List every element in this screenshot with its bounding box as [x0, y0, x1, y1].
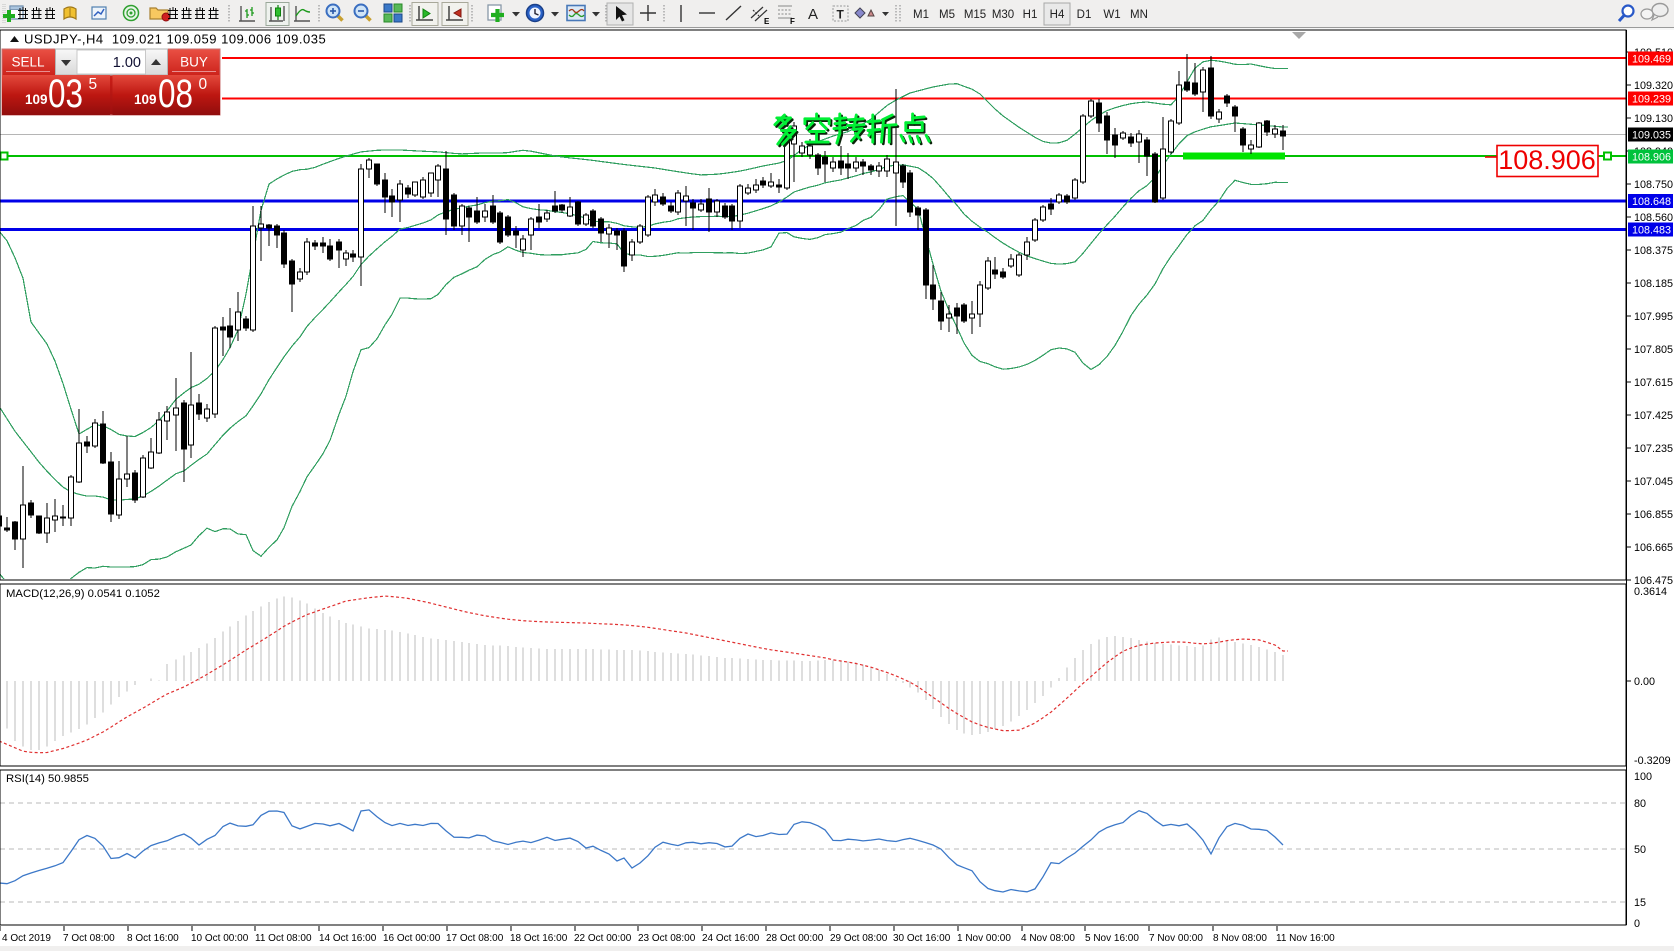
svg-text:22 Oct 00:00: 22 Oct 00:00: [574, 933, 632, 944]
svg-text:11 Nov 16:00: 11 Nov 16:00: [1276, 933, 1335, 944]
svg-text:109: 109: [25, 92, 48, 107]
svg-text:107.995: 107.995: [1634, 311, 1673, 323]
svg-text:109.035: 109.035: [1632, 130, 1671, 142]
svg-text:106.665: 106.665: [1634, 542, 1673, 554]
svg-text:7 Nov 00:00: 7 Nov 00:00: [1149, 933, 1203, 944]
svg-text:0.3614: 0.3614: [1634, 586, 1667, 598]
svg-text:M5: M5: [939, 9, 955, 21]
svg-text:108.906: 108.906: [1632, 152, 1671, 164]
svg-text:100: 100: [1634, 771, 1652, 783]
svg-text:MN: MN: [1130, 9, 1148, 21]
svg-text:107.235: 107.235: [1634, 443, 1673, 455]
svg-text:80: 80: [1634, 798, 1646, 810]
svg-text:5: 5: [89, 76, 98, 93]
svg-text:16 Oct 00:00: 16 Oct 00:00: [383, 933, 441, 944]
svg-text:109.320: 109.320: [1634, 80, 1673, 92]
svg-text:108.375: 108.375: [1634, 245, 1673, 257]
svg-text:D1: D1: [1077, 9, 1092, 21]
svg-text:5 Nov 16:00: 5 Nov 16:00: [1085, 933, 1139, 944]
svg-text:11 Oct 08:00: 11 Oct 08:00: [255, 933, 312, 944]
svg-text:8 Nov 08:00: 8 Nov 08:00: [1213, 933, 1267, 944]
svg-text:4 Nov 08:00: 4 Nov 08:00: [1021, 933, 1075, 944]
svg-text:107.045: 107.045: [1634, 476, 1673, 488]
svg-text:24 Oct 16:00: 24 Oct 16:00: [702, 933, 760, 944]
svg-text:M1: M1: [913, 9, 929, 21]
svg-text:10 Oct 00:00: 10 Oct 00:00: [191, 933, 249, 944]
svg-text:107.805: 107.805: [1634, 344, 1673, 356]
svg-text:-0.3209: -0.3209: [1634, 755, 1671, 767]
svg-text:0.00: 0.00: [1634, 676, 1655, 688]
svg-text:H1: H1: [1023, 9, 1038, 21]
svg-text:0: 0: [199, 76, 208, 93]
svg-text:109.469: 109.469: [1632, 54, 1671, 66]
svg-text:29 Oct 08:00: 29 Oct 08:00: [830, 933, 888, 944]
svg-text:50: 50: [1634, 844, 1646, 856]
svg-text:30 Oct 16:00: 30 Oct 16:00: [893, 933, 951, 944]
svg-text:28 Oct 00:00: 28 Oct 00:00: [766, 933, 824, 944]
svg-text:18 Oct 16:00: 18 Oct 16:00: [510, 933, 568, 944]
svg-text:108.750: 108.750: [1634, 179, 1673, 191]
svg-text:106.855: 106.855: [1634, 509, 1673, 521]
svg-text:7 Oct 08:00: 7 Oct 08:00: [63, 933, 115, 944]
svg-text:SELL: SELL: [11, 55, 45, 70]
svg-text:4 Oct 2019: 4 Oct 2019: [2, 933, 51, 944]
svg-text:109.130: 109.130: [1634, 113, 1673, 125]
svg-text:A: A: [808, 6, 818, 23]
svg-text:109.239: 109.239: [1632, 94, 1671, 106]
svg-text:RSI(14) 50.9855: RSI(14) 50.9855: [6, 773, 89, 785]
svg-text:23 Oct 08:00: 23 Oct 08:00: [638, 933, 696, 944]
svg-text:108.185: 108.185: [1634, 278, 1673, 290]
svg-text:03: 03: [48, 72, 83, 116]
svg-text:15: 15: [1634, 897, 1646, 909]
svg-text:14 Oct 16:00: 14 Oct 16:00: [319, 933, 377, 944]
svg-text:107.615: 107.615: [1634, 377, 1673, 389]
svg-text:M15: M15: [964, 9, 986, 21]
svg-text:F: F: [790, 17, 795, 26]
svg-text:0: 0: [1634, 918, 1640, 930]
svg-text:17 Oct 08:00: 17 Oct 08:00: [446, 933, 504, 944]
svg-text:106.475: 106.475: [1634, 575, 1673, 587]
svg-text:H4: H4: [1050, 9, 1065, 21]
svg-text:108.648: 108.648: [1632, 196, 1671, 208]
svg-text:E: E: [764, 17, 770, 26]
svg-text:08: 08: [158, 72, 193, 116]
svg-text:W1: W1: [1103, 9, 1120, 21]
svg-text:107.425: 107.425: [1634, 410, 1673, 422]
svg-text:T: T: [837, 8, 845, 22]
svg-text:USDJPY-,H4 109.021 109.059 10: USDJPY-,H4 109.021 109.059 109.006 109.0…: [24, 32, 326, 47]
svg-text:109: 109: [134, 92, 157, 107]
svg-text:108.483: 108.483: [1632, 225, 1671, 237]
svg-text:M30: M30: [992, 9, 1014, 21]
svg-text:1.00: 1.00: [113, 55, 141, 71]
svg-text:1 Nov 00:00: 1 Nov 00:00: [957, 933, 1011, 944]
svg-text:108.560: 108.560: [1634, 212, 1673, 224]
svg-text:MACD(12,26,9) 0.0541 0.1052: MACD(12,26,9) 0.0541 0.1052: [6, 588, 160, 600]
svg-text:8 Oct 16:00: 8 Oct 16:00: [127, 933, 179, 944]
svg-text:108.906: 108.906: [1498, 145, 1596, 175]
svg-text:BUY: BUY: [180, 55, 208, 70]
